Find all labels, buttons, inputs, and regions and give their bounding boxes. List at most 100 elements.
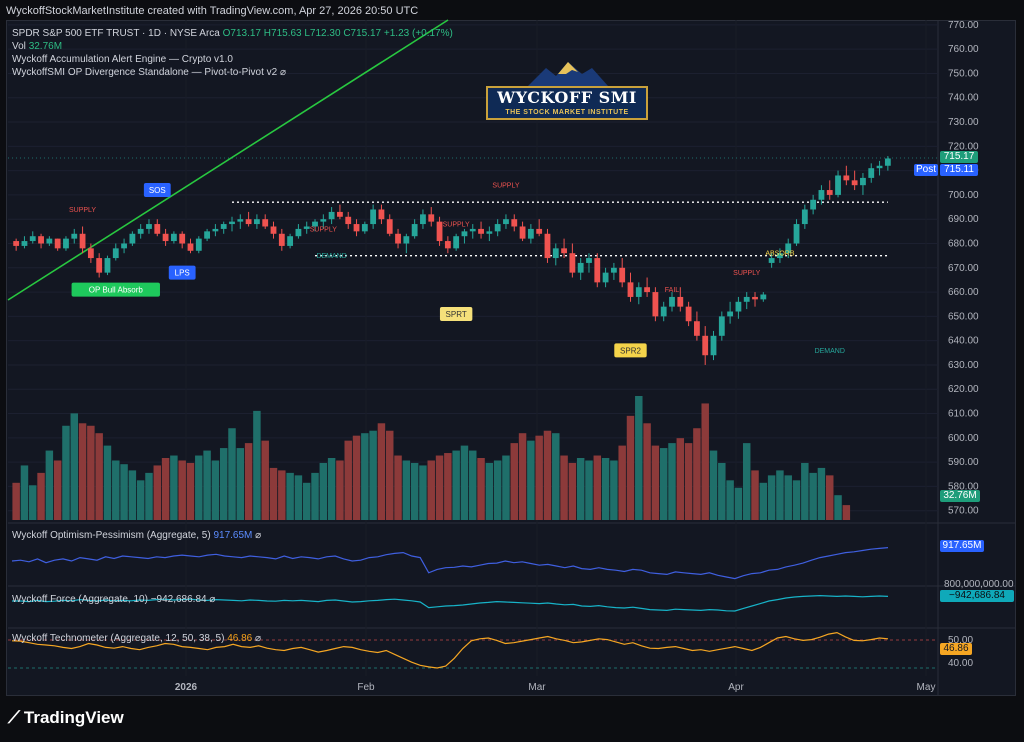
volume-bar xyxy=(78,423,87,520)
volume-bar xyxy=(369,430,377,520)
tech-value-tag: 46.86 xyxy=(940,643,972,655)
candle-body xyxy=(569,253,576,273)
volume-bar xyxy=(37,472,45,520)
volume-bar xyxy=(211,460,220,520)
y-tick-label: 720.00 xyxy=(948,141,979,152)
volume-legend: Vol 32.76M xyxy=(12,41,62,52)
x-tick-label: Feb xyxy=(357,682,375,693)
volume-bar xyxy=(112,460,120,520)
volume-bar xyxy=(651,445,660,520)
tech-axis-hi: 50.00 xyxy=(948,635,974,646)
candle-body xyxy=(810,199,817,210)
candle-body xyxy=(187,243,194,251)
annotation-label: ABSORB xyxy=(765,251,795,258)
volume-bar xyxy=(801,462,809,520)
candle-body xyxy=(760,294,767,300)
y-tick-label: 760.00 xyxy=(948,44,979,55)
candle-body xyxy=(395,233,401,244)
y-tick-label: 680.00 xyxy=(948,238,979,249)
volume-bar xyxy=(195,455,203,520)
volume-bar xyxy=(809,472,817,520)
op-suffix: ⌀ xyxy=(255,530,262,541)
force-legend[interactable]: Wyckoff Force (Aggregate, 10) −942,686.8… xyxy=(12,594,215,605)
signal-badge-label: LPS xyxy=(175,269,190,278)
candle-body xyxy=(303,226,310,229)
volume-bar xyxy=(128,470,137,520)
candle-body xyxy=(876,165,883,169)
tech-value: 46.86 xyxy=(227,633,253,644)
candle-body xyxy=(386,219,393,234)
last-price-tag: 715.17 xyxy=(940,151,978,163)
y-tick-label: 620.00 xyxy=(948,384,979,395)
candle-body xyxy=(262,219,269,227)
volume-bar xyxy=(253,410,261,520)
candle-body xyxy=(87,248,94,259)
volume-bar xyxy=(659,448,668,520)
candle-body xyxy=(544,233,551,259)
candle-body xyxy=(96,258,103,273)
candle-body xyxy=(420,214,426,225)
volume-bar xyxy=(834,495,842,520)
volume-bar xyxy=(552,433,560,520)
volume-bar xyxy=(103,445,112,520)
signal-badge xyxy=(168,265,196,280)
candle-body xyxy=(577,262,584,273)
candle-body xyxy=(378,209,385,220)
volume-label: Vol xyxy=(12,41,26,52)
force-suffix: ⌀ xyxy=(209,594,216,605)
technometer-line xyxy=(11,631,889,669)
x-tick-label: Apr xyxy=(728,682,744,693)
op-label: Wyckoff Optimism-Pessimism (Aggregate, 5… xyxy=(12,530,211,541)
chart-credit: WyckoffStockMarketInstitute created with… xyxy=(6,5,419,17)
annotation-label: SUPPLY xyxy=(69,207,96,214)
volume-bar xyxy=(618,445,626,520)
chart-frame xyxy=(6,20,1016,696)
volume-bar xyxy=(610,460,618,520)
tradingview-footer[interactable]: ⟋ TradingView xyxy=(8,708,124,728)
signal-badge xyxy=(71,282,160,297)
candle-body xyxy=(511,219,518,227)
volume-bar xyxy=(344,440,352,520)
x-tick-label: Mar xyxy=(528,682,546,693)
volume-bar xyxy=(635,396,643,520)
candle-body xyxy=(270,226,277,234)
indicator-legend-2[interactable]: WyckoffSMI OP Divergence Standalone — Pi… xyxy=(12,67,286,78)
candle-body xyxy=(768,258,775,263)
candle-body xyxy=(685,306,692,322)
volume-bar xyxy=(709,450,718,520)
force-value: −942,686.84 xyxy=(150,594,207,605)
volume-bar xyxy=(684,443,693,520)
post-session-label: Post xyxy=(914,164,938,176)
symbol-name[interactable]: SPDR S&P 500 ETF TRUST · 1D · NYSE Arca xyxy=(12,28,220,39)
candle-body xyxy=(818,190,825,200)
volume-bar xyxy=(120,464,128,520)
candle-body xyxy=(793,224,800,244)
candle-body xyxy=(777,253,783,259)
volume-bar xyxy=(767,475,776,520)
trend-line xyxy=(7,19,449,301)
volume-bar xyxy=(236,448,245,520)
candle-body xyxy=(801,209,808,225)
x-tick-label: 2026 xyxy=(175,682,198,693)
ohlc-low: L712.30 xyxy=(304,28,341,39)
volume-bar xyxy=(493,460,502,520)
candle-body xyxy=(785,243,792,254)
candle-body xyxy=(212,228,219,232)
candle-body xyxy=(29,236,36,242)
candle-body xyxy=(278,233,285,246)
candle-body xyxy=(361,224,368,232)
volume-bar xyxy=(145,472,153,520)
candle-body xyxy=(353,224,360,232)
tech-legend[interactable]: Wyckoff Technometer (Aggregate, 12, 50, … xyxy=(12,633,261,644)
volume-bar xyxy=(178,460,186,520)
candle-body xyxy=(503,219,509,225)
annotation-label: DEMAND xyxy=(316,253,346,260)
indicator-name-1: Wyckoff Accumulation Alert Engine — Cryp… xyxy=(12,54,233,65)
volume-bar xyxy=(45,450,54,520)
volume-bar xyxy=(701,403,709,520)
volume-bar xyxy=(377,423,386,520)
y-tick-label: 600.00 xyxy=(948,433,979,444)
op-legend[interactable]: Wyckoff Optimism-Pessimism (Aggregate, 5… xyxy=(12,530,261,541)
ohlc-close: C715.17 xyxy=(343,28,382,39)
indicator-legend-1[interactable]: Wyckoff Accumulation Alert Engine — Cryp… xyxy=(12,54,233,65)
